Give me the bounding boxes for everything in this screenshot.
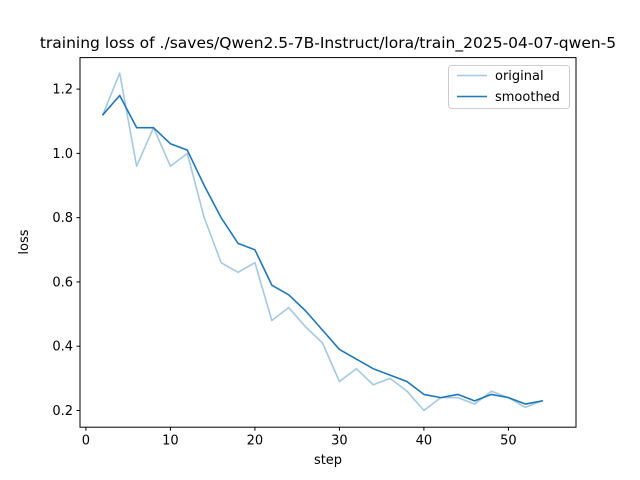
y-tick-label: 0.2 bbox=[52, 404, 73, 419]
x-tick-label: 30 bbox=[331, 434, 348, 449]
x-tick-label: 50 bbox=[500, 434, 517, 449]
x-tick-label: 20 bbox=[247, 434, 264, 449]
y-tick-label: 1.2 bbox=[52, 83, 73, 98]
x-tick-label: 0 bbox=[82, 434, 90, 449]
y-tick-label: 0.8 bbox=[52, 211, 73, 226]
x-tick-label: 40 bbox=[416, 434, 433, 449]
chart-title: training loss of ./saves/Qwen2.5-7B-Inst… bbox=[40, 34, 616, 53]
y-axis-ticks: 0.2 0.4 0.6 0.8 1.0 1.2 bbox=[52, 83, 80, 419]
series-lines bbox=[102, 72, 544, 412]
legend-original-label: original bbox=[495, 69, 544, 84]
y-tick-label: 0.6 bbox=[52, 275, 73, 290]
smoothed-line bbox=[102, 94, 544, 405]
y-axis-label: loss bbox=[17, 229, 32, 254]
legend-smoothed-label: smoothed bbox=[495, 90, 560, 105]
x-axis-label: step bbox=[314, 453, 342, 468]
axes-frame bbox=[79, 57, 577, 428]
y-tick-label: 0.4 bbox=[52, 340, 73, 355]
x-tick-label: 10 bbox=[162, 434, 179, 449]
y-tick-label: 1.0 bbox=[52, 147, 73, 162]
chart-legend: original smoothed bbox=[448, 65, 570, 109]
x-axis-ticks: 0 10 20 30 40 50 bbox=[82, 427, 517, 449]
original-line bbox=[102, 72, 544, 412]
